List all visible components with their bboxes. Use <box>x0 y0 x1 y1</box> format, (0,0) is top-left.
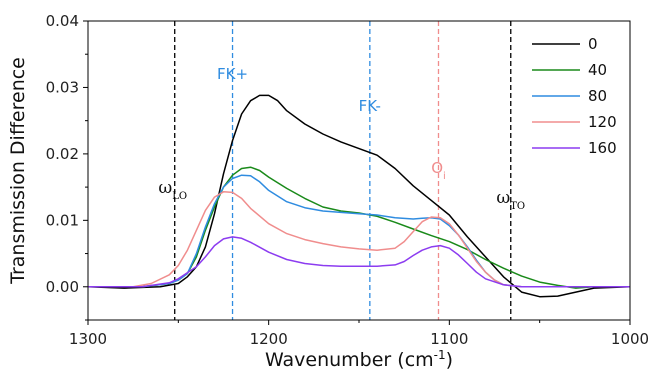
ref-label-main: FK- <box>359 97 381 115</box>
ref-label-subscript: LO <box>172 191 187 202</box>
ref-label-oi: Oi <box>431 159 446 182</box>
x-axis-label-main: Wavenumber (cm <box>265 349 434 371</box>
x-tick-label: 1100 <box>430 330 468 348</box>
ref-label-subscript: i <box>443 171 446 182</box>
legend-label-120: 120 <box>588 113 617 131</box>
ref-label-subscript: TO <box>510 201 525 212</box>
series-lines <box>87 94 631 298</box>
y-tick-label: 0.00 <box>46 278 79 296</box>
x-axis-label-close: ) <box>446 349 453 371</box>
x-axis-ticks: 1300 1200 1100 1000 <box>69 320 649 348</box>
legend-label-160: 160 <box>588 139 617 157</box>
ref-label-fk-minus: FK- <box>359 97 381 115</box>
legend-label-0: 0 <box>588 35 598 53</box>
x-tick-label: 1200 <box>250 330 288 348</box>
x-tick-label: 1000 <box>611 330 649 348</box>
ref-label-fk-plus: FK+ <box>217 65 248 83</box>
series-line-40 <box>88 166 630 289</box>
y-tick-label: 0.03 <box>46 78 79 96</box>
x-axis-label: Wavenumber (cm-1) <box>265 348 453 371</box>
ref-label-omega-lo: ωLO <box>158 178 187 202</box>
y-tick-label: 0.02 <box>46 145 79 163</box>
x-axis-label-superscript: -1 <box>434 348 446 362</box>
legend-label-80: 80 <box>588 87 607 105</box>
ref-label-main: FK+ <box>217 65 248 83</box>
ref-label-omega-to: ωTO <box>496 188 525 212</box>
series-line-160 <box>88 236 630 288</box>
y-axis-label: Transmission Difference <box>7 57 29 285</box>
ref-label-main: O <box>431 159 443 177</box>
y-tick-label: 0.04 <box>46 12 79 30</box>
ref-label-main: ω <box>496 188 510 208</box>
y-axis-ticks: 0.00 0.01 0.02 0.03 0.04 <box>46 12 88 321</box>
series-line-120 <box>88 191 630 288</box>
ref-label-main: ω <box>158 178 172 198</box>
series-line-0 <box>87 94 631 298</box>
y-tick-label: 0.01 <box>46 211 79 229</box>
legend: 0 40 80 120 160 <box>532 35 617 157</box>
x-tick-label: 1300 <box>69 330 107 348</box>
legend-label-40: 40 <box>588 61 607 79</box>
